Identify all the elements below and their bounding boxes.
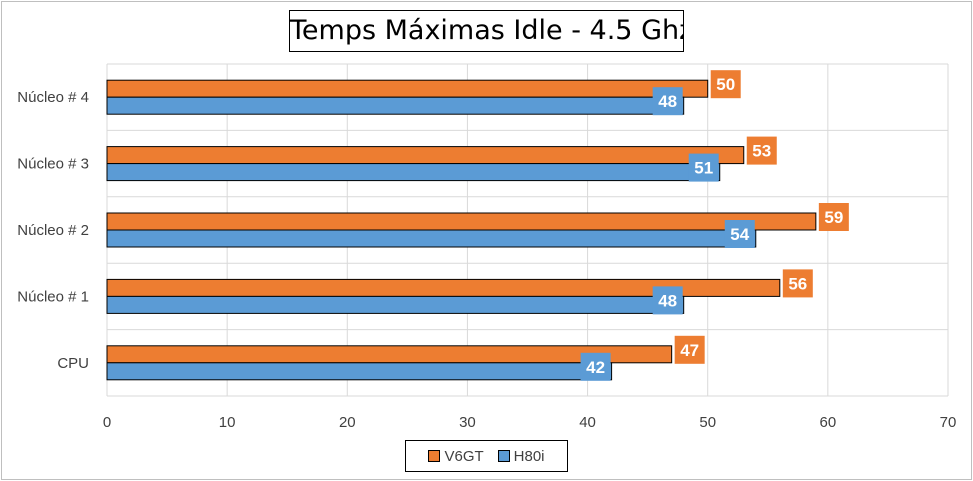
legend-swatch-v6gt: [428, 450, 441, 462]
chart-title: Temps Máximas Idle - 4.5 Ghz: [289, 10, 684, 52]
x-tick-label-40: 40: [579, 414, 596, 431]
data-label-box-v6gt-cpu: [674, 335, 705, 364]
data-label-box-h80i-n-cleo-4: [652, 87, 683, 116]
data-label-box-v6gt-n-cleo-2: [818, 203, 849, 231]
data-label-box-h80i-n-cleo-3: [688, 153, 719, 182]
x-tick-label-20: 20: [339, 414, 356, 431]
category-label-n-cleo-4: Núcleo # 4: [17, 89, 89, 106]
data-label-v6gt-n-cleo-4: 50: [716, 75, 735, 94]
x-tick-label-70: 70: [940, 414, 957, 431]
data-label-v6gt-cpu: 47: [680, 341, 699, 360]
x-tick-label-30: 30: [459, 414, 476, 431]
category-label-cpu: CPU: [57, 355, 89, 372]
data-label-box-v6gt-n-cleo-4: [710, 70, 741, 99]
bar-h80i-n-cleo-4: [106, 96, 685, 115]
data-label-v6gt-n-cleo-3: 53: [752, 142, 771, 161]
category-label-n-cleo-3: Núcleo # 3: [17, 156, 89, 173]
x-tick-label-60: 60: [820, 414, 837, 431]
bar-v6gt-n-cleo-2: [106, 212, 817, 231]
x-tick-label-10: 10: [219, 414, 236, 431]
bar-v6gt-n-cleo-3: [106, 146, 745, 165]
data-label-v6gt-n-cleo-2: 59: [824, 208, 843, 227]
data-label-box-v6gt-n-cleo-3: [746, 136, 777, 165]
bar-h80i-n-cleo-1: [106, 295, 685, 314]
category-label-n-cleo-2: Núcleo # 2: [17, 222, 89, 239]
data-label-h80i-cpu: 42: [586, 358, 605, 377]
x-tick-label-0: 0: [103, 414, 111, 431]
legend-item-h80i: H80i: [497, 447, 545, 465]
x-tick-label-50: 50: [699, 414, 716, 431]
bar-h80i-cpu: [106, 362, 613, 381]
legend-item-v6gt: V6GT: [428, 447, 484, 465]
legend-label-v6gt: V6GT: [444, 447, 484, 465]
data-label-box-h80i-n-cleo-1: [652, 286, 683, 315]
legend-label-h80i: H80i: [513, 447, 545, 465]
bar-v6gt-n-cleo-4: [106, 79, 709, 98]
category-label-n-cleo-1: Núcleo # 1: [17, 288, 89, 305]
data-label-v6gt-n-cleo-1: 56: [788, 274, 807, 293]
data-label-h80i-n-cleo-3: 51: [694, 159, 713, 178]
legend-swatch-h80i: [497, 450, 510, 462]
data-label-h80i-n-cleo-4: 48: [658, 92, 677, 111]
data-label-h80i-n-cleo-1: 48: [658, 291, 677, 310]
data-label-box-h80i-cpu: [580, 352, 611, 381]
data-label-h80i-n-cleo-2: 54: [730, 225, 749, 244]
legend: V6GT H80i: [405, 440, 568, 472]
bar-h80i-n-cleo-3: [106, 163, 721, 182]
data-label-box-v6gt-n-cleo-1: [782, 269, 813, 298]
bar-h80i-n-cleo-2: [106, 229, 757, 248]
data-label-box-h80i-n-cleo-2: [724, 220, 755, 248]
